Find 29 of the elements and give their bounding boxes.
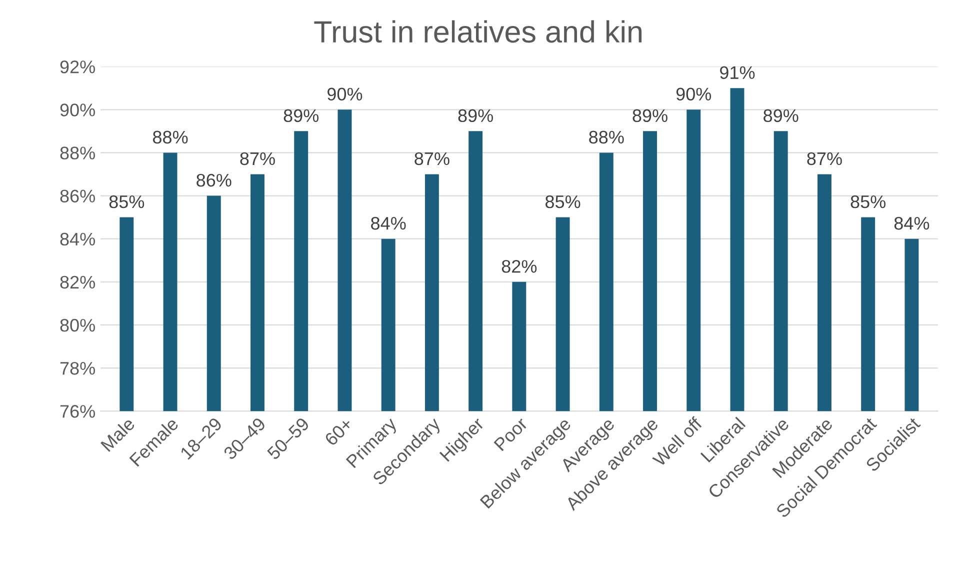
y-tick-label: 76% (60, 405, 95, 418)
data-label: 84% (894, 216, 930, 230)
data-label: 87% (414, 152, 450, 166)
data-label: 89% (632, 109, 668, 122)
data-label: 88% (589, 130, 624, 144)
data-label: 90% (327, 88, 362, 101)
data-label: 87% (807, 152, 842, 166)
y-tick-label: 92% (60, 60, 95, 74)
y-tick-label: 84% (60, 232, 95, 246)
y-tick-label: 82% (60, 276, 95, 289)
data-label: 87% (240, 152, 275, 166)
data-label: 89% (458, 109, 493, 122)
y-tick-label: 88% (60, 146, 95, 160)
data-label: 86% (196, 174, 232, 187)
data-label: 89% (764, 109, 798, 122)
data-label: 85% (546, 195, 580, 208)
y-tick-label: 80% (60, 318, 95, 332)
data-label: 82% (502, 260, 537, 273)
data-label: 88% (152, 130, 188, 144)
chart-title: Trust in relatives and kin (314, 20, 642, 43)
data-label: 84% (371, 216, 406, 230)
data-label: 85% (109, 195, 144, 208)
y-tick-label: 78% (60, 362, 95, 375)
y-tick-label: 90% (60, 104, 95, 116)
data-label: 85% (850, 195, 886, 208)
data-label: 89% (284, 109, 319, 122)
data-label: 90% (676, 88, 712, 101)
y-tick-label: 86% (60, 190, 95, 202)
data-label: 91% (720, 66, 755, 79)
